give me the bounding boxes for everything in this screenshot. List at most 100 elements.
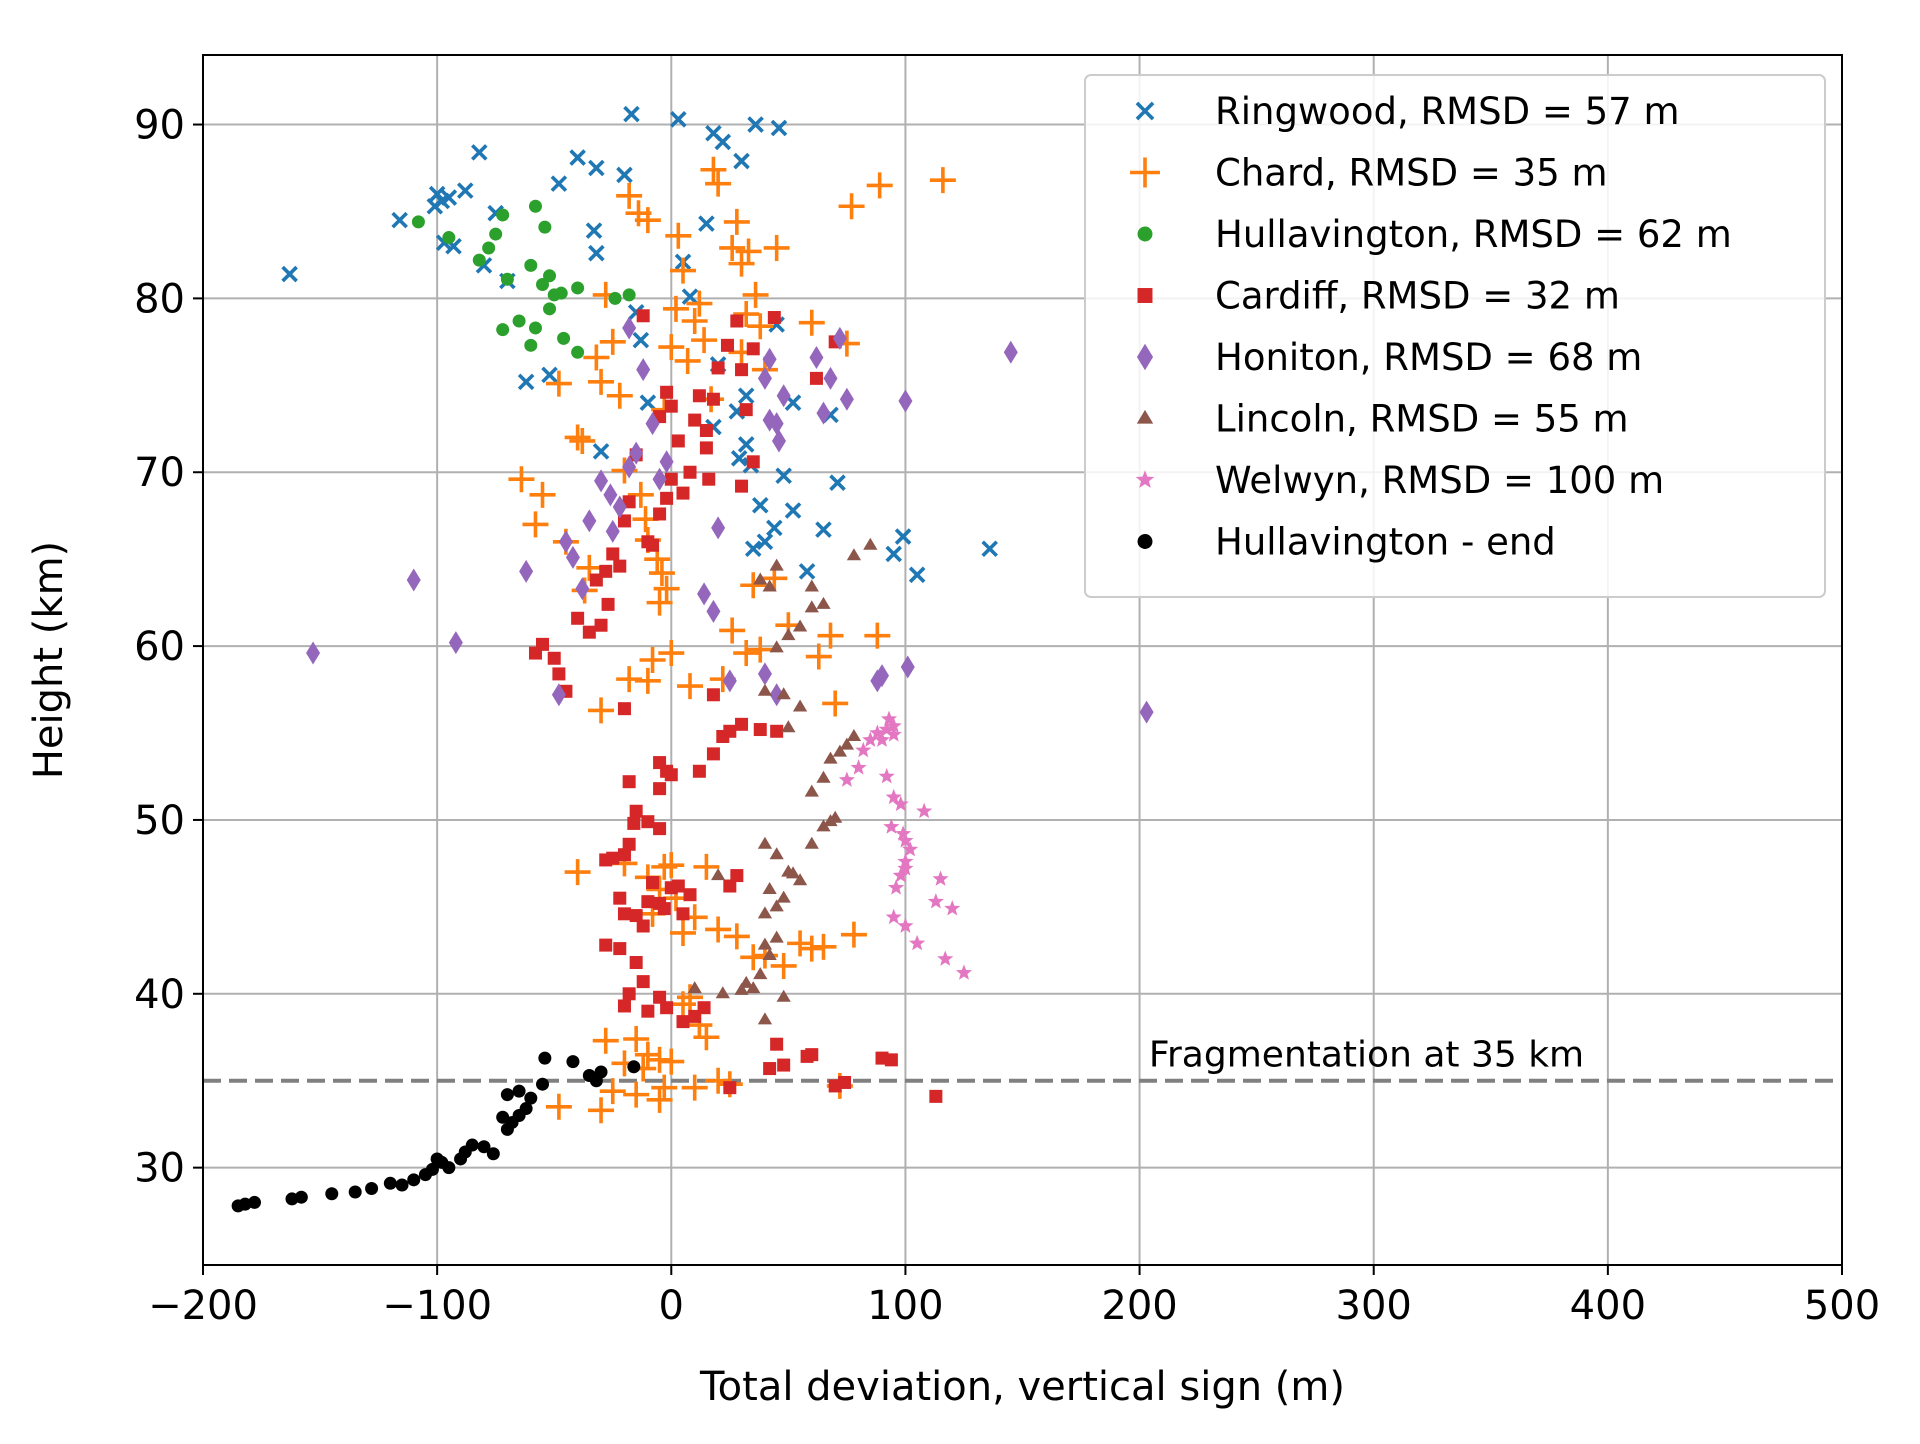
data-point [776,687,791,700]
data-point [805,1048,819,1062]
data-point [691,327,718,354]
data-point [616,166,633,184]
data-point [613,891,627,905]
data-point [456,182,474,199]
data-point [575,577,590,601]
y-tick-label: 80 [134,276,185,322]
data-point [766,519,783,537]
data-point [809,346,824,369]
data-point [855,741,872,758]
data-point [617,514,631,528]
data-point [815,521,832,538]
x-tick-label: 400 [1570,1283,1646,1329]
data-point [932,870,949,886]
data-point [564,859,591,886]
data-point [681,307,708,334]
data-point [365,1182,379,1196]
data-point [763,1062,777,1076]
data-point [658,334,685,361]
data-point [885,726,902,742]
data-point [622,455,637,479]
data-point [733,301,760,328]
data-point [653,575,680,602]
legend-entry-label: Welwyn, RMSD = 100 m [1215,459,1664,502]
data-point [383,1176,397,1190]
data-point [804,784,819,797]
series-hullavington [411,199,636,359]
data-point [816,596,831,609]
data-point [863,537,878,550]
data-point [653,822,667,836]
legend-entry-label: Lincoln, RMSD = 55 m [1215,398,1629,441]
data-point [622,288,636,302]
data-point [660,385,674,399]
data-point [589,573,603,587]
data-point [660,491,674,505]
data-point [639,394,657,411]
data-point [816,819,831,832]
data-point [659,450,674,474]
data-point [687,981,702,994]
data-point [757,366,772,390]
y-axis-label: Height (km) [26,541,72,779]
data-point [735,238,762,265]
data-point [677,984,704,1011]
data-point [862,731,879,747]
data-point [482,241,496,255]
data-point [740,572,767,599]
data-point [430,1152,444,1166]
data-point [571,345,585,359]
data-point [884,1053,898,1067]
data-point [781,628,796,641]
data-point [781,720,796,733]
data-point [894,528,912,545]
data-point [658,1048,685,1075]
data-point [594,618,608,632]
data-point [769,847,784,860]
data-point [693,1024,720,1051]
data-point [776,384,791,408]
data-point [869,724,886,740]
data-point [706,688,720,702]
legend-entry-label: Honiton, RMSD = 68 m [1215,336,1642,379]
data-point [677,673,704,700]
data-point [744,540,762,558]
data-point [616,182,643,209]
data-point [846,548,862,561]
data-point [536,277,550,291]
data-point [769,640,784,653]
data-point [442,1161,456,1175]
x-tick-label: −100 [382,1283,492,1329]
data-point [634,667,661,694]
x-tick-label: 0 [659,1283,684,1329]
data-point [547,288,561,302]
data-point [406,568,421,592]
data-point [757,836,773,849]
legend-entry-label: Cardiff, RMSD = 32 m [1215,275,1620,318]
data-point [757,683,773,696]
data-point [646,538,660,552]
data-point [248,1195,262,1209]
legend-marker [1130,157,1160,188]
data-point [524,338,538,352]
data-point [658,640,685,667]
data-point [496,323,510,337]
series-lincoln [687,537,878,1025]
data-point [730,314,744,328]
y-tick-label: 30 [134,1146,185,1192]
data-point [653,990,667,1004]
legend-entry-label: Chard, RMSD = 35 m [1215,152,1608,195]
data-point [425,1162,439,1176]
data-point [832,744,847,757]
data-point [622,495,636,509]
data-point [693,853,720,880]
data-point [715,986,730,999]
data-point [823,366,838,390]
data-point [588,697,615,724]
data-point [588,368,615,395]
data-point [839,737,855,750]
data-point [722,669,737,693]
data-point [832,326,847,350]
